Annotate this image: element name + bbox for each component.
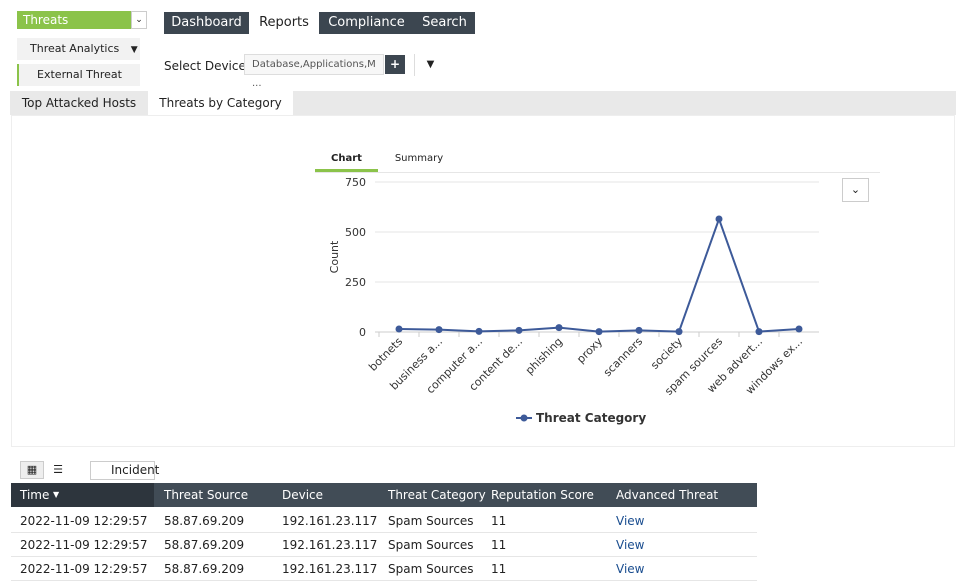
column-header: Device <box>282 488 324 502</box>
incident-button[interactable]: Incident <box>90 461 159 480</box>
point <box>515 326 523 334</box>
legend-label: Threat Category <box>536 411 646 425</box>
table-cell: 2022-11-09 12:29:57 <box>20 562 148 576</box>
x-tick-label: botnets <box>366 335 405 374</box>
table-cell: 192.161.23.117 <box>282 514 378 528</box>
incident-label: Incident <box>111 463 160 477</box>
legend-marker <box>520 414 528 422</box>
table: ▼ Time Threat Source Device Threat Category… <box>11 483 757 583</box>
sort-icon: ▼ <box>53 490 60 499</box>
table-cell: 192.161.23.117 <box>282 538 378 552</box>
x-tick-label: society <box>648 335 685 372</box>
column-header: Advanced Threat Analytics <box>616 488 719 526</box>
column-header: Threat Category <box>388 488 486 502</box>
y-tick-label: 250 <box>345 276 366 289</box>
table-cell: 2022-11-09 12:29:57 <box>20 514 148 528</box>
table-cell: 11 <box>491 562 507 576</box>
menu-label: Threat Analytics <box>30 42 120 55</box>
add-button[interactable]: + <box>385 55 405 74</box>
view-link[interactable]: View <box>616 514 645 528</box>
table-cell: Spam Sources <box>388 514 474 528</box>
point <box>755 328 763 336</box>
table-cell: Spam Sources <box>388 562 474 576</box>
device-input[interactable]: Database,Applications,M ... <box>244 54 384 89</box>
column-header: Reputation Score <box>491 488 594 502</box>
y-tick-label: 500 <box>345 226 366 239</box>
table-cell: Spam Sources <box>388 538 474 552</box>
point <box>675 328 683 336</box>
table-row <box>11 509 757 533</box>
point <box>475 327 483 335</box>
nav-tab[interactable]: Reports <box>249 12 319 34</box>
x-tick-label: proxy <box>574 335 605 366</box>
column-header: Threat Source <box>164 488 249 502</box>
list-view[interactable]: ☰ <box>53 463 63 476</box>
filter-label: Select Device <box>164 59 246 73</box>
point <box>595 328 603 336</box>
y-tick-label: 0 <box>359 326 366 339</box>
table-cell: 58.87.69.209 <box>164 562 245 576</box>
report-tab[interactable]: Threats by Category <box>148 91 293 115</box>
table-row <box>11 557 757 581</box>
table-cell: 2022-11-09 12:29:57 <box>20 538 148 552</box>
point <box>395 325 403 333</box>
filter-button[interactable]: ▼ <box>414 54 446 76</box>
sorted-header <box>11 483 154 507</box>
point <box>555 324 563 332</box>
nav-tab[interactable]: Dashboard <box>164 12 249 34</box>
point <box>635 326 643 334</box>
module-chevron[interactable]: ⌄ <box>131 11 147 29</box>
table-cell: 11 <box>491 538 507 552</box>
submenu-item[interactable]: External Threat <box>17 64 140 86</box>
table-row <box>11 533 757 557</box>
table-cell: 58.87.69.209 <box>164 514 245 528</box>
chart-tab[interactable]: Summary <box>394 153 444 164</box>
table-cell: 192.161.23.117 <box>282 562 378 576</box>
grid-view[interactable]: ▦ <box>20 461 44 479</box>
column-header[interactable]: Time <box>20 488 50 502</box>
menu-item[interactable]: Threat Analytics ▼ <box>17 38 140 60</box>
x-tick-label: scanners <box>601 335 645 379</box>
x-tick-label: phishing <box>523 335 565 377</box>
module-select[interactable]: Threats <box>17 11 147 29</box>
module-label: Threats <box>23 13 69 27</box>
chart-tab[interactable]: Chart <box>315 151 378 172</box>
point <box>435 326 443 334</box>
line <box>398 216 800 333</box>
point <box>795 325 803 333</box>
nav-tab[interactable]: Compliance <box>319 12 414 34</box>
nav-tab[interactable]: Search <box>414 12 475 34</box>
chart-tab-line <box>315 172 880 173</box>
chart-menu[interactable]: ⌄ <box>842 178 869 202</box>
table-cell: 11 <box>491 514 507 528</box>
point <box>715 215 723 223</box>
view-link[interactable]: View <box>616 562 645 576</box>
chart-panel <box>11 115 955 447</box>
y-tick-label: 750 <box>345 176 366 189</box>
table-cell: 58.87.69.209 <box>164 538 245 552</box>
view-link[interactable]: View <box>616 538 645 552</box>
report-tab[interactable]: Top Attacked Hosts <box>21 96 137 110</box>
y-axis-label: Count <box>328 240 341 273</box>
